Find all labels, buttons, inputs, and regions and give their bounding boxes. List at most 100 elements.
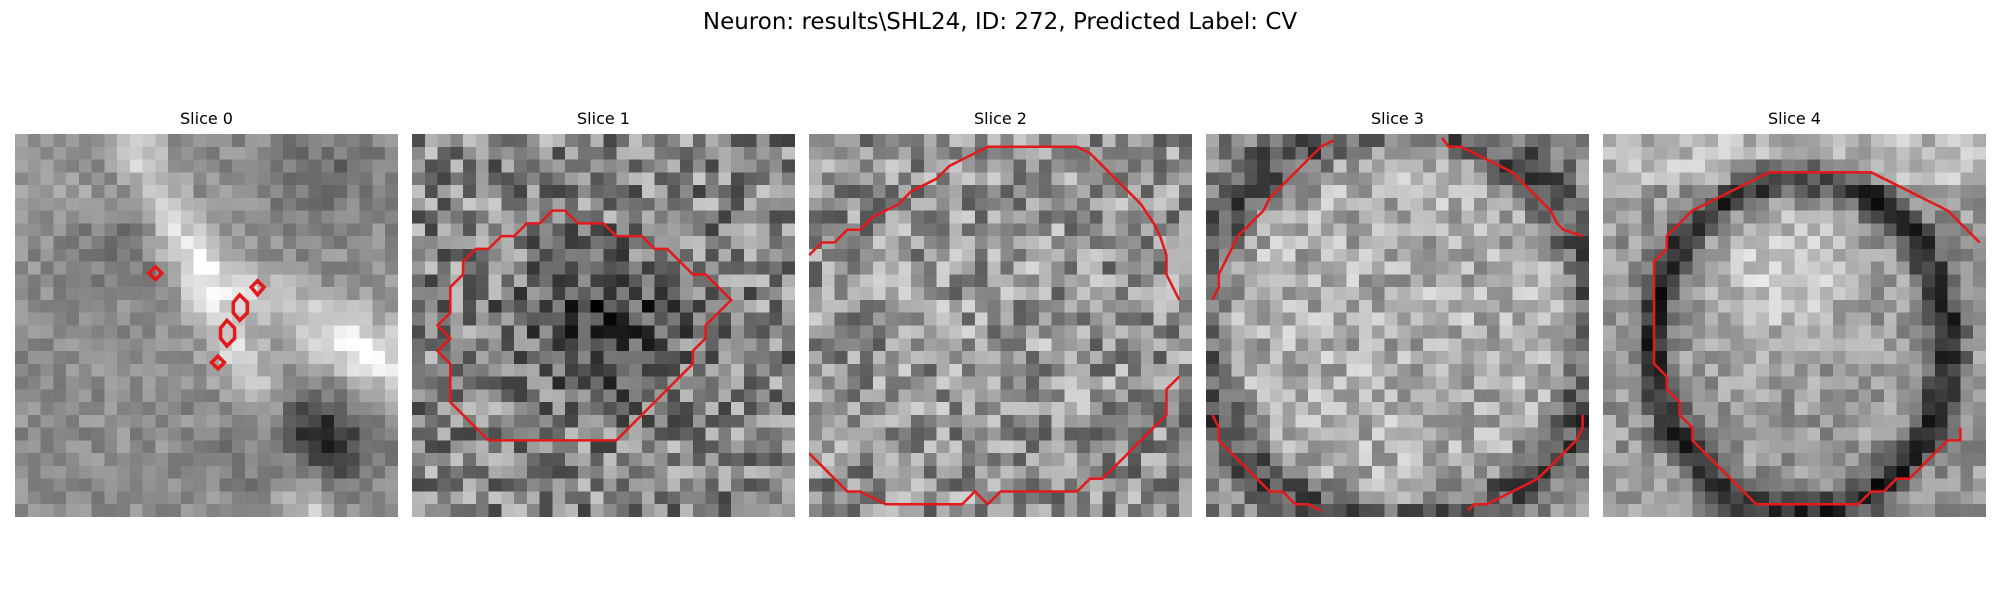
pixel: [1615, 185, 1629, 199]
pixel: [1641, 427, 1655, 441]
pixel: [1603, 376, 1617, 390]
pixel: [1807, 274, 1821, 288]
pixel: [1807, 185, 1821, 199]
pixel: [1756, 325, 1770, 339]
pixel: [1768, 274, 1782, 288]
pixel: [1973, 210, 1986, 224]
pixel: [641, 172, 655, 186]
pixel: [1705, 248, 1719, 262]
pixel: [1922, 299, 1936, 313]
pixel: [1845, 389, 1859, 403]
pixel: [641, 248, 655, 262]
pixel: [1077, 261, 1091, 275]
pixel: [1820, 312, 1834, 326]
pixel: [1102, 338, 1116, 352]
pixel: [1051, 389, 1065, 403]
pixel: [424, 134, 438, 148]
pixel: [1960, 172, 1974, 186]
pixel: [346, 504, 360, 517]
pixel: [1371, 159, 1385, 173]
pixel: [295, 134, 309, 148]
slice-pixels-1: [412, 134, 795, 517]
pixel: [680, 440, 694, 454]
pixel: [270, 338, 284, 352]
pixel: [475, 248, 489, 262]
pixel: [270, 440, 284, 454]
pixel: [1064, 312, 1078, 326]
pixel: [847, 185, 861, 199]
pixel: [526, 504, 540, 517]
pixel: [501, 338, 515, 352]
pixel: [117, 248, 131, 262]
pixel: [155, 287, 169, 301]
pixel: [616, 465, 630, 479]
pixel: [244, 159, 258, 173]
pixel: [142, 172, 156, 186]
pixel: [117, 389, 131, 403]
pixel: [834, 491, 848, 505]
pixel: [321, 478, 335, 492]
pixel: [27, 261, 41, 275]
pixel: [437, 172, 451, 186]
pixel: [1960, 338, 1974, 352]
pixel: [565, 223, 579, 237]
pixel: [295, 146, 309, 160]
pixel: [667, 299, 681, 313]
pixel: [1934, 197, 1948, 211]
pixel: [257, 261, 271, 275]
pixel: [1397, 146, 1411, 160]
pixel: [1883, 299, 1897, 313]
pixel: [565, 478, 579, 492]
pixel: [308, 299, 322, 313]
pixel: [1743, 402, 1757, 416]
pixel: [193, 504, 207, 517]
pixel: [1768, 146, 1782, 160]
pixel: [1244, 185, 1258, 199]
pixel: [552, 134, 566, 148]
pixel: [1038, 274, 1052, 288]
pixel: [1666, 427, 1680, 441]
pixel: [206, 236, 220, 250]
pixel: [962, 478, 976, 492]
pixel: [321, 248, 335, 262]
pixel: [769, 338, 783, 352]
pixel: [641, 287, 655, 301]
pixel: [1435, 299, 1449, 313]
pixel: [359, 274, 373, 288]
pixel: [219, 414, 233, 428]
pixel: [1231, 274, 1245, 288]
pixel: [1166, 274, 1180, 288]
pixel: [346, 146, 360, 160]
pixel: [295, 274, 309, 288]
pixel: [1282, 465, 1296, 479]
pixel: [475, 312, 489, 326]
pixel: [514, 236, 528, 250]
pixel: [129, 236, 143, 250]
pixel: [692, 261, 706, 275]
pixel: [501, 172, 515, 186]
pixel: [705, 491, 719, 505]
pixel: [193, 465, 207, 479]
pixel: [1371, 312, 1385, 326]
pixel: [885, 453, 899, 467]
pixel: [1512, 427, 1526, 441]
pixel: [346, 185, 360, 199]
pixel: [1371, 363, 1385, 377]
pixel: [295, 465, 309, 479]
pixel: [1794, 172, 1808, 186]
pixel: [616, 402, 630, 416]
pixel: [552, 351, 566, 365]
pixel: [1960, 261, 1974, 275]
pixel: [743, 197, 757, 211]
pixel: [91, 299, 105, 313]
pixel: [860, 146, 874, 160]
pixel: [27, 402, 41, 416]
pixel: [1576, 210, 1589, 224]
pixel: [1960, 389, 1974, 403]
pixel: [1832, 363, 1846, 377]
pixel: [450, 261, 464, 275]
pixel: [1000, 299, 1014, 313]
pixel: [1512, 440, 1526, 454]
pixel: [1269, 236, 1283, 250]
pixel: [129, 299, 143, 313]
